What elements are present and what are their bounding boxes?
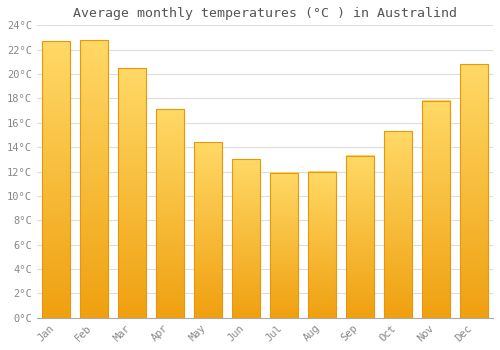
Bar xyxy=(422,101,450,318)
Bar xyxy=(156,110,184,318)
Bar xyxy=(384,131,412,318)
Bar xyxy=(232,159,260,318)
Bar xyxy=(118,68,146,318)
Bar xyxy=(194,142,222,318)
Bar xyxy=(460,64,488,318)
Bar xyxy=(346,156,374,318)
Bar xyxy=(80,40,108,318)
Bar xyxy=(308,172,336,318)
Title: Average monthly temperatures (°C ) in Australind: Average monthly temperatures (°C ) in Au… xyxy=(73,7,457,20)
Bar xyxy=(42,41,70,318)
Bar xyxy=(270,173,298,318)
